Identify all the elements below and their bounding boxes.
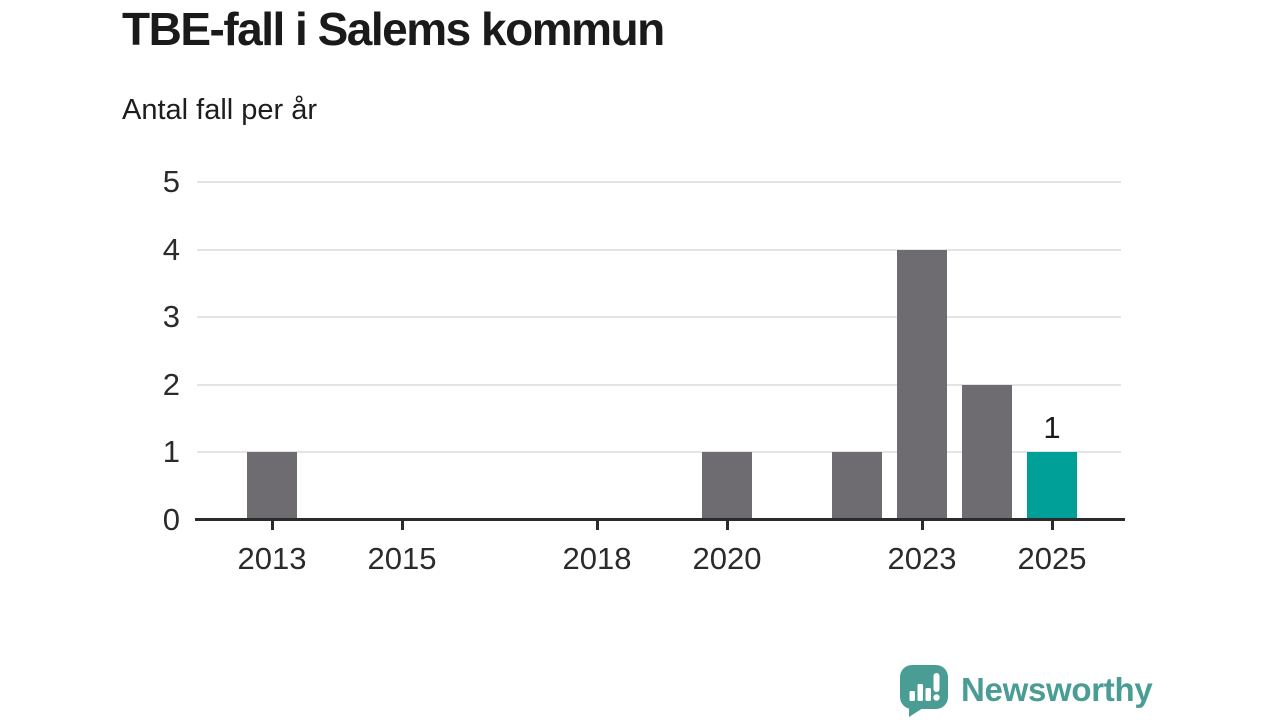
x-axis-label-2013: 2013 [237,541,307,576]
gridline-y-3 [197,316,1121,319]
x-axis-label-2018: 2018 [562,541,632,576]
x-axis-tick-2013 [270,521,274,530]
x-axis-label-2025: 2025 [1017,541,1087,576]
x-axis-tick-2023 [920,521,924,530]
newsworthy-logo-text: Newsworthy [961,671,1153,708]
y-axis-label-0: 0 [162,502,180,537]
x-axis-line [195,518,1125,521]
bar-2025 [1027,452,1077,520]
chart-title: TBE-fall i Salems kommun [122,3,665,55]
x-axis-label-2020: 2020 [692,541,762,576]
bar-2023 [897,249,947,520]
bar-2022 [832,452,882,520]
y-axis-label-3: 3 [162,299,180,335]
y-axis-label-2: 2 [162,366,180,402]
y-axis-label-4: 4 [162,231,180,267]
x-axis-label-2023: 2023 [887,541,957,576]
newsworthy-logo-icon [900,665,948,717]
gridline-y-2 [197,383,1121,386]
gridline-y-5 [197,181,1121,183]
y-axis-label-1: 1 [162,434,180,470]
newsworthy-logo: Newsworthy [897,662,1153,718]
gridline-y-4 [197,248,1121,251]
bar-value-label-2025: 1 [1043,410,1061,446]
gridline-y-1 [197,451,1121,454]
y-axis-label-5: 5 [162,164,180,199]
bar-2020 [702,452,752,520]
x-axis-tick-2015 [400,521,404,530]
x-axis-tick-2020 [725,521,729,530]
bar-2024 [962,384,1012,520]
chart-subtitle: Antal fall per år [122,94,318,126]
x-axis-label-2015: 2015 [367,541,437,576]
bar-2013 [247,452,297,520]
x-axis-tick-2025 [1050,521,1054,530]
x-axis-tick-2018 [595,521,599,530]
